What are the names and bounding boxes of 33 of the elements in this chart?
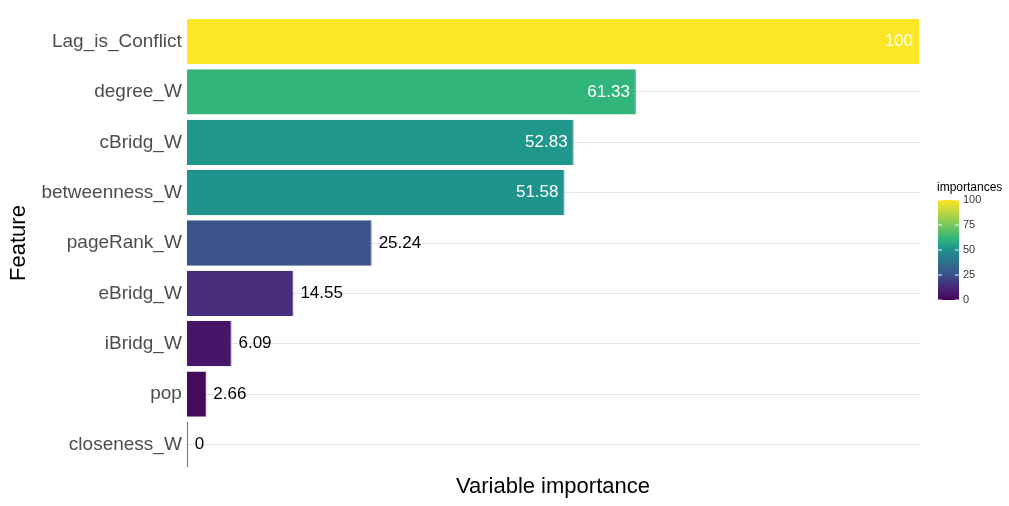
data-label: 51.58 [515, 182, 559, 202]
color-bar-label: 100 [963, 193, 982, 206]
y-tick-label: cBridg_W [99, 130, 182, 153]
x-axis-title: Variable importance [455, 472, 650, 498]
bar [186, 169, 565, 216]
y-tick-label: pop [150, 382, 182, 404]
data-label: 52.83 [525, 131, 568, 151]
y-axis-title: Feature [5, 205, 31, 281]
y-tick-label: Lag_is_Conflict [51, 29, 183, 52]
bar [186, 69, 636, 115]
bar [186, 270, 294, 317]
color-bar-label: 0 [963, 293, 970, 306]
data-label: 14.55 [300, 283, 343, 303]
y-tick-label: pageRank_W [66, 231, 182, 254]
y-tick-label: betweenness_W [41, 180, 182, 203]
data-label: 6.09 [238, 333, 272, 353]
data-label: 2.66 [213, 383, 247, 403]
legend-title: importances [937, 180, 1003, 195]
data-label: 25.24 [378, 232, 422, 252]
data-label: 100 [884, 31, 913, 51]
color-bar-label: 75 [963, 218, 976, 231]
bar [186, 220, 372, 266]
bar [186, 18, 919, 65]
bar [186, 321, 232, 367]
y-tick-label: iBridg_W [104, 331, 182, 354]
y-tick-label: degree_W [94, 80, 182, 103]
data-label: 61.33 [587, 81, 630, 101]
bar [186, 119, 574, 165]
y-tick-label: closeness_W [68, 432, 182, 455]
color-bar-label: 50 [963, 243, 976, 256]
color-bar-label: 25 [963, 268, 976, 281]
data-label: 0 [194, 434, 205, 454]
y-tick-label: eBridg_W [98, 281, 182, 304]
